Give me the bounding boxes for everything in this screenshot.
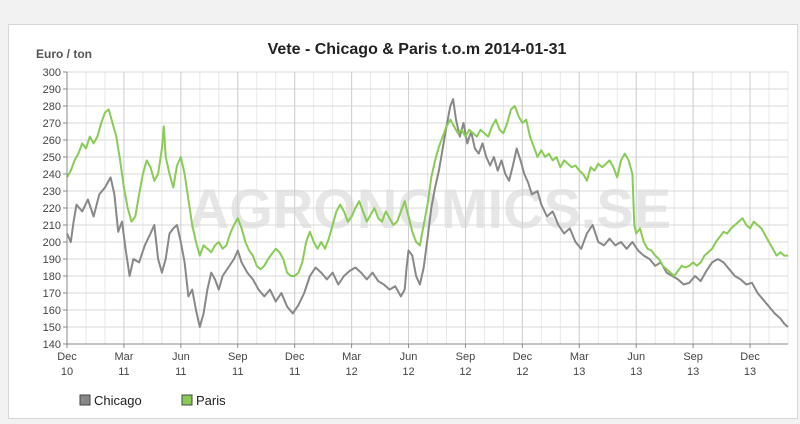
x-tick-label-month: Sep: [683, 351, 703, 363]
legend: Chicago Paris: [79, 393, 226, 408]
series-line-paris: [66, 105, 788, 277]
legend-item-paris[interactable]: Paris: [181, 393, 226, 408]
legend-item-chicago[interactable]: Chicago: [79, 393, 142, 408]
y-tick-label: 190: [43, 254, 61, 266]
x-tick-label-month: Jun: [400, 351, 418, 363]
y-tick-label: 250: [43, 152, 61, 164]
axes: 140 150 160 170 180 190 200 210 220 230 240 250 260 2…: [43, 67, 788, 378]
y-tick-label: 140: [43, 339, 61, 351]
x-tick-label-year: 12: [402, 366, 414, 378]
x-tick-label-year: 12: [459, 366, 471, 378]
y-tick-label: 300: [43, 67, 61, 79]
x-tick-label-month: Dec: [285, 351, 305, 363]
x-tick-label-month: Sep: [456, 351, 476, 363]
x-tick-label-year: 13: [630, 366, 642, 378]
x-tick-label-year: 12: [516, 366, 528, 378]
y-tick-label: 180: [43, 271, 61, 283]
x-tick-label-year: 11: [232, 366, 243, 378]
legend-swatch: [79, 394, 91, 406]
x-tick-label-month: Jun: [627, 351, 645, 363]
y-tick-label: 200: [43, 237, 61, 249]
y-tick-label: 150: [43, 322, 61, 334]
x-tick-label-year: 13: [573, 366, 585, 378]
y-tick-label: 270: [43, 118, 61, 130]
legend-label: Chicago: [94, 393, 142, 408]
x-tick-label-year: 12: [345, 366, 357, 378]
x-tick-label-year: 11: [118, 366, 129, 378]
x-tick-label-month: Dec: [740, 351, 760, 363]
y-tick-label: 240: [43, 169, 61, 181]
x-tick-label-year: 11: [289, 366, 300, 378]
y-tick-label: 160: [43, 305, 61, 317]
y-tick-label: 260: [43, 135, 61, 147]
x-tick-label-month: Dec: [57, 351, 77, 363]
x-tick-label-month: Mar: [570, 351, 589, 363]
x-tick-label-year: 13: [744, 366, 756, 378]
y-axis-label: Euro / ton: [36, 47, 92, 61]
x-tick-label-year: 10: [61, 366, 73, 378]
x-tick-label-month: Dec: [513, 351, 533, 363]
x-tick-label-month: Mar: [114, 351, 133, 363]
y-tick-label: 280: [43, 101, 61, 113]
y-tick-label: 290: [43, 84, 61, 96]
x-tick-label-month: Mar: [342, 351, 361, 363]
y-tick-label: 210: [43, 220, 61, 232]
chart-frame: [8, 24, 798, 419]
series-layer: [66, 98, 789, 328]
x-tick-label-month: Jun: [172, 351, 190, 363]
x-tick-label-month: Sep: [228, 351, 248, 363]
y-tick-label: 230: [43, 186, 61, 198]
legend-swatch: [181, 394, 193, 406]
chart-title: Vete - Chicago & Paris t.o.m 2014-01-31: [268, 41, 567, 58]
x-tick-label-year: 13: [687, 366, 699, 378]
legend-label: Paris: [196, 393, 226, 408]
y-tick-label: 170: [43, 288, 61, 300]
y-tick-label: 220: [43, 203, 61, 215]
x-tick-label-year: 11: [175, 366, 186, 378]
series-line-chicago: [66, 98, 789, 328]
